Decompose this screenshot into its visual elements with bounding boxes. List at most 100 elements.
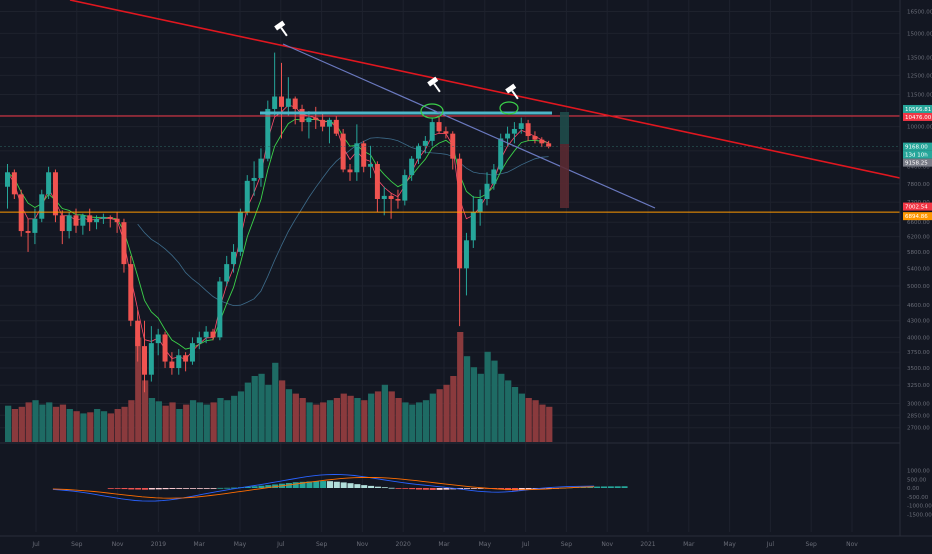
macd-tick-label: -500.00 (907, 495, 929, 501)
volume-bar (333, 398, 341, 442)
macd-histogram-bar (347, 483, 354, 488)
macd-histogram-bar (457, 488, 464, 490)
candle-body (381, 195, 387, 200)
volume-bar (169, 402, 176, 442)
price-tick-label: 5000.00 (907, 284, 930, 290)
volume-bar (203, 404, 210, 442)
candle-body (142, 346, 147, 375)
volume-bar (292, 393, 299, 442)
price-tick-label: 15000.00 (907, 31, 932, 37)
price-label-text: 9168.00 (905, 145, 928, 151)
volume-bar (237, 391, 245, 442)
volume-bar (443, 384, 450, 442)
volume-bar (532, 400, 539, 442)
candle-body (251, 177, 257, 181)
candle-body (285, 98, 291, 107)
macd-histogram-bar (518, 488, 525, 491)
candle-body (52, 172, 58, 216)
volume-bar (224, 400, 231, 442)
volume-bar (25, 402, 32, 442)
macd-tick-label: 0.00 (907, 486, 920, 492)
macd-histogram-bar (251, 486, 258, 488)
volume-bar (381, 384, 388, 442)
volume-bar (285, 389, 293, 442)
price-tick-label: 6200.00 (907, 235, 930, 241)
macd-histogram-bar (210, 488, 217, 489)
drawings (0, 0, 901, 213)
candle-body (416, 145, 421, 159)
macd-histogram-bar (607, 486, 614, 488)
price-tick-label: 8400.00 (907, 165, 930, 171)
candle-body (470, 211, 476, 241)
price-label-text: 9158.25 (905, 161, 928, 167)
candle-body (340, 133, 346, 170)
macd-histogram-bar (477, 488, 484, 489)
time-tick-label: Nov (112, 541, 124, 548)
volume-bar (347, 395, 354, 442)
price-label-box (903, 112, 932, 121)
volume-bar (189, 400, 197, 442)
candle-body (388, 195, 394, 200)
macd-histogram-bar (224, 487, 231, 489)
macd-histogram-bar (306, 481, 313, 488)
volume-bar (546, 406, 553, 442)
macd-histogram-bar (121, 488, 128, 490)
candle-body (11, 172, 17, 195)
price-label-box (903, 150, 932, 159)
time-tick-label: Sep (806, 541, 818, 548)
macd-histogram-bar (402, 488, 409, 489)
volume-bar (525, 398, 532, 442)
macd-histogram-bar (114, 488, 121, 489)
candle-body (94, 218, 100, 223)
candle-body (429, 122, 435, 141)
candle-body (402, 175, 408, 201)
candle-body (46, 172, 52, 195)
macd-histogram-bar (594, 486, 601, 488)
candle-body (354, 143, 360, 173)
candle-body (546, 143, 552, 147)
price-tick-label: 4000.00 (907, 335, 930, 341)
macd-histogram-bar (340, 482, 347, 488)
volume-bar (299, 398, 306, 442)
volume-bar (463, 356, 471, 442)
volume-bar (306, 402, 313, 442)
volume-bar (135, 337, 142, 442)
volume-bar (477, 373, 484, 442)
volume-bar (265, 384, 272, 442)
candle-body (5, 172, 10, 187)
candle-body (361, 143, 367, 167)
projection-box-up (560, 112, 569, 144)
time-tick-label: Sep (71, 541, 83, 548)
volume-bar (368, 393, 375, 442)
ema-green-line (7, 118, 549, 350)
macd-tick-label: 1000.00 (907, 469, 930, 475)
candle-body (203, 331, 209, 338)
candle-body (148, 343, 154, 375)
macd-histogram-bar (463, 488, 470, 489)
candle-body (87, 215, 93, 223)
macd-histogram-bar (244, 486, 251, 488)
candle-body (265, 108, 271, 159)
macd-histogram-bar (409, 488, 416, 490)
volume-bar (279, 380, 286, 442)
volume-bar (251, 376, 258, 442)
time-tick-label: Mar (683, 541, 695, 548)
highlight-circle (420, 103, 444, 119)
volume-bar (409, 404, 416, 442)
volume-bar (87, 412, 94, 442)
candle-body (244, 180, 250, 212)
candle-body (162, 334, 168, 362)
macd-histogram-bar (422, 488, 429, 490)
price-label-text: 13d 10h (905, 153, 928, 159)
candle-body (306, 117, 312, 123)
candle-body (258, 158, 264, 178)
price-tick-label: 3250.00 (907, 383, 930, 389)
macd-histogram-bar (203, 488, 210, 489)
candle-body (189, 343, 195, 362)
price-label-box (903, 158, 932, 167)
time-tick-label: Sep (316, 541, 328, 548)
macd-histogram-bar (388, 487, 395, 489)
